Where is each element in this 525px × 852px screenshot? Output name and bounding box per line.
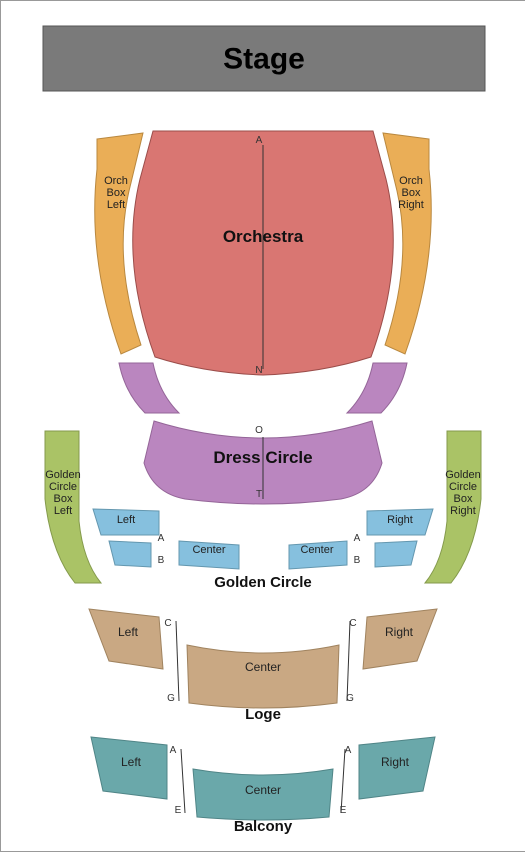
orch-box-right-label: OrchBoxRight [398,175,424,211]
golden-center-l-label: Center [192,544,225,556]
orch-row-right[interactable] [347,363,407,413]
row-label: A [158,533,165,544]
balc-center-label: Center [245,783,281,797]
aisle-balc-l [181,749,185,813]
orch-box-left-label: OrchBoxLeft [104,175,128,211]
row-label: N [255,365,262,376]
aisle-balc-r [341,749,345,813]
row-label: G [346,693,354,704]
loge-center-label: Center [245,660,281,674]
heading-orchestra: Orchestra [223,227,304,246]
golden-right-label: Right [387,514,413,526]
orch-row-left[interactable] [119,363,179,413]
row-label: E [175,805,182,816]
row-label: C [349,618,356,629]
golden-far-l[interactable] [109,541,151,567]
golden-far-r[interactable] [375,541,417,567]
stage-label: Stage [223,43,305,76]
row-label: C [164,618,171,629]
row-label: A [345,745,352,756]
row-label: G [167,693,175,704]
heading-dress_circle: Dress Circle [213,448,312,467]
row-label: A [170,745,177,756]
balc-left-label: Left [121,755,142,769]
seating-chart: StageOrchBoxLeftOrchBoxRightGoldenCircle… [0,0,525,852]
row-label: A [354,533,361,544]
chart-svg: StageOrchBoxLeftOrchBoxRightGoldenCircle… [1,1,525,851]
row-label: O [255,425,263,436]
row-label: T [256,489,262,500]
golden-center-r-label: Center [300,544,333,556]
aisle-loge-r [347,621,350,701]
loge-center[interactable] [187,645,339,708]
row-label: B [354,555,361,566]
row-label: E [340,805,347,816]
aisle-loge-l [176,621,179,701]
row-label: B [158,555,165,566]
heading-balcony: Balcony [234,818,293,835]
balc-right-label: Right [381,755,410,769]
heading-golden_circle: Golden Circle [214,574,312,591]
loge-left[interactable] [89,609,163,669]
loge-right-label: Right [385,625,414,639]
golden-left-label: Left [117,514,135,526]
loge-right[interactable] [363,609,437,669]
row-label: A [256,135,263,146]
loge-left-label: Left [118,625,139,639]
heading-loge: Loge [245,706,281,723]
